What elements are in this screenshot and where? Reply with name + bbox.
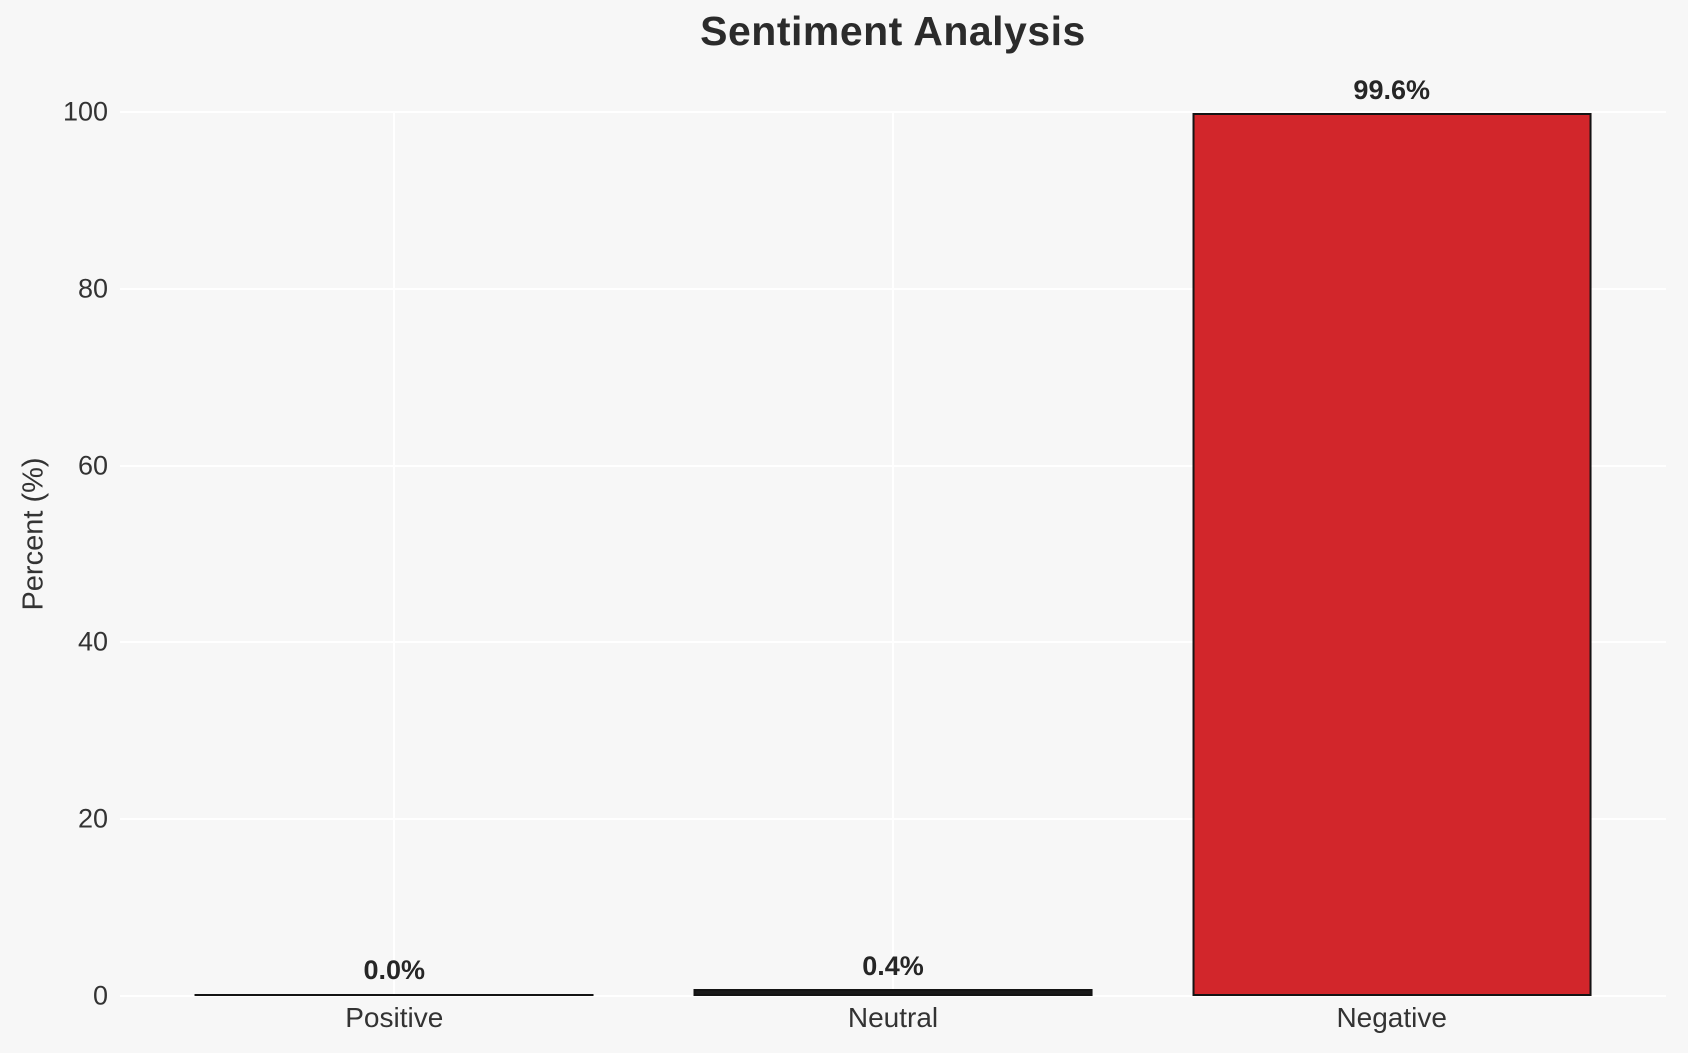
- bar-neutral: [693, 989, 1093, 996]
- y-tick-label: 100: [62, 96, 108, 127]
- gridline-vertical: [892, 112, 894, 996]
- bar-negative: [1192, 112, 1592, 996]
- x-tick-label: Neutral: [847, 1002, 939, 1033]
- y-tick-label: 0: [92, 980, 108, 1011]
- chart-title: Sentiment Analysis: [700, 8, 1086, 54]
- bar-value-label: 99.6%: [1353, 74, 1430, 105]
- y-tick-label: 40: [77, 626, 108, 657]
- x-tick-label: Positive: [345, 1002, 444, 1033]
- y-tick-label: 60: [77, 450, 108, 481]
- bar-value-label: 0.4%: [862, 951, 924, 982]
- bar-value-label: 0.0%: [363, 955, 426, 985]
- bar-positive: [194, 994, 594, 996]
- plot-area: 0.0% 0.4% 99.6%: [120, 75, 1666, 997]
- y-tick-label: 20: [77, 803, 108, 834]
- x-tick-label: Negative: [1336, 1002, 1447, 1033]
- gridline-horizontal: [120, 995, 1666, 997]
- gridline-vertical: [393, 112, 396, 996]
- y-tick-label: 80: [77, 273, 108, 304]
